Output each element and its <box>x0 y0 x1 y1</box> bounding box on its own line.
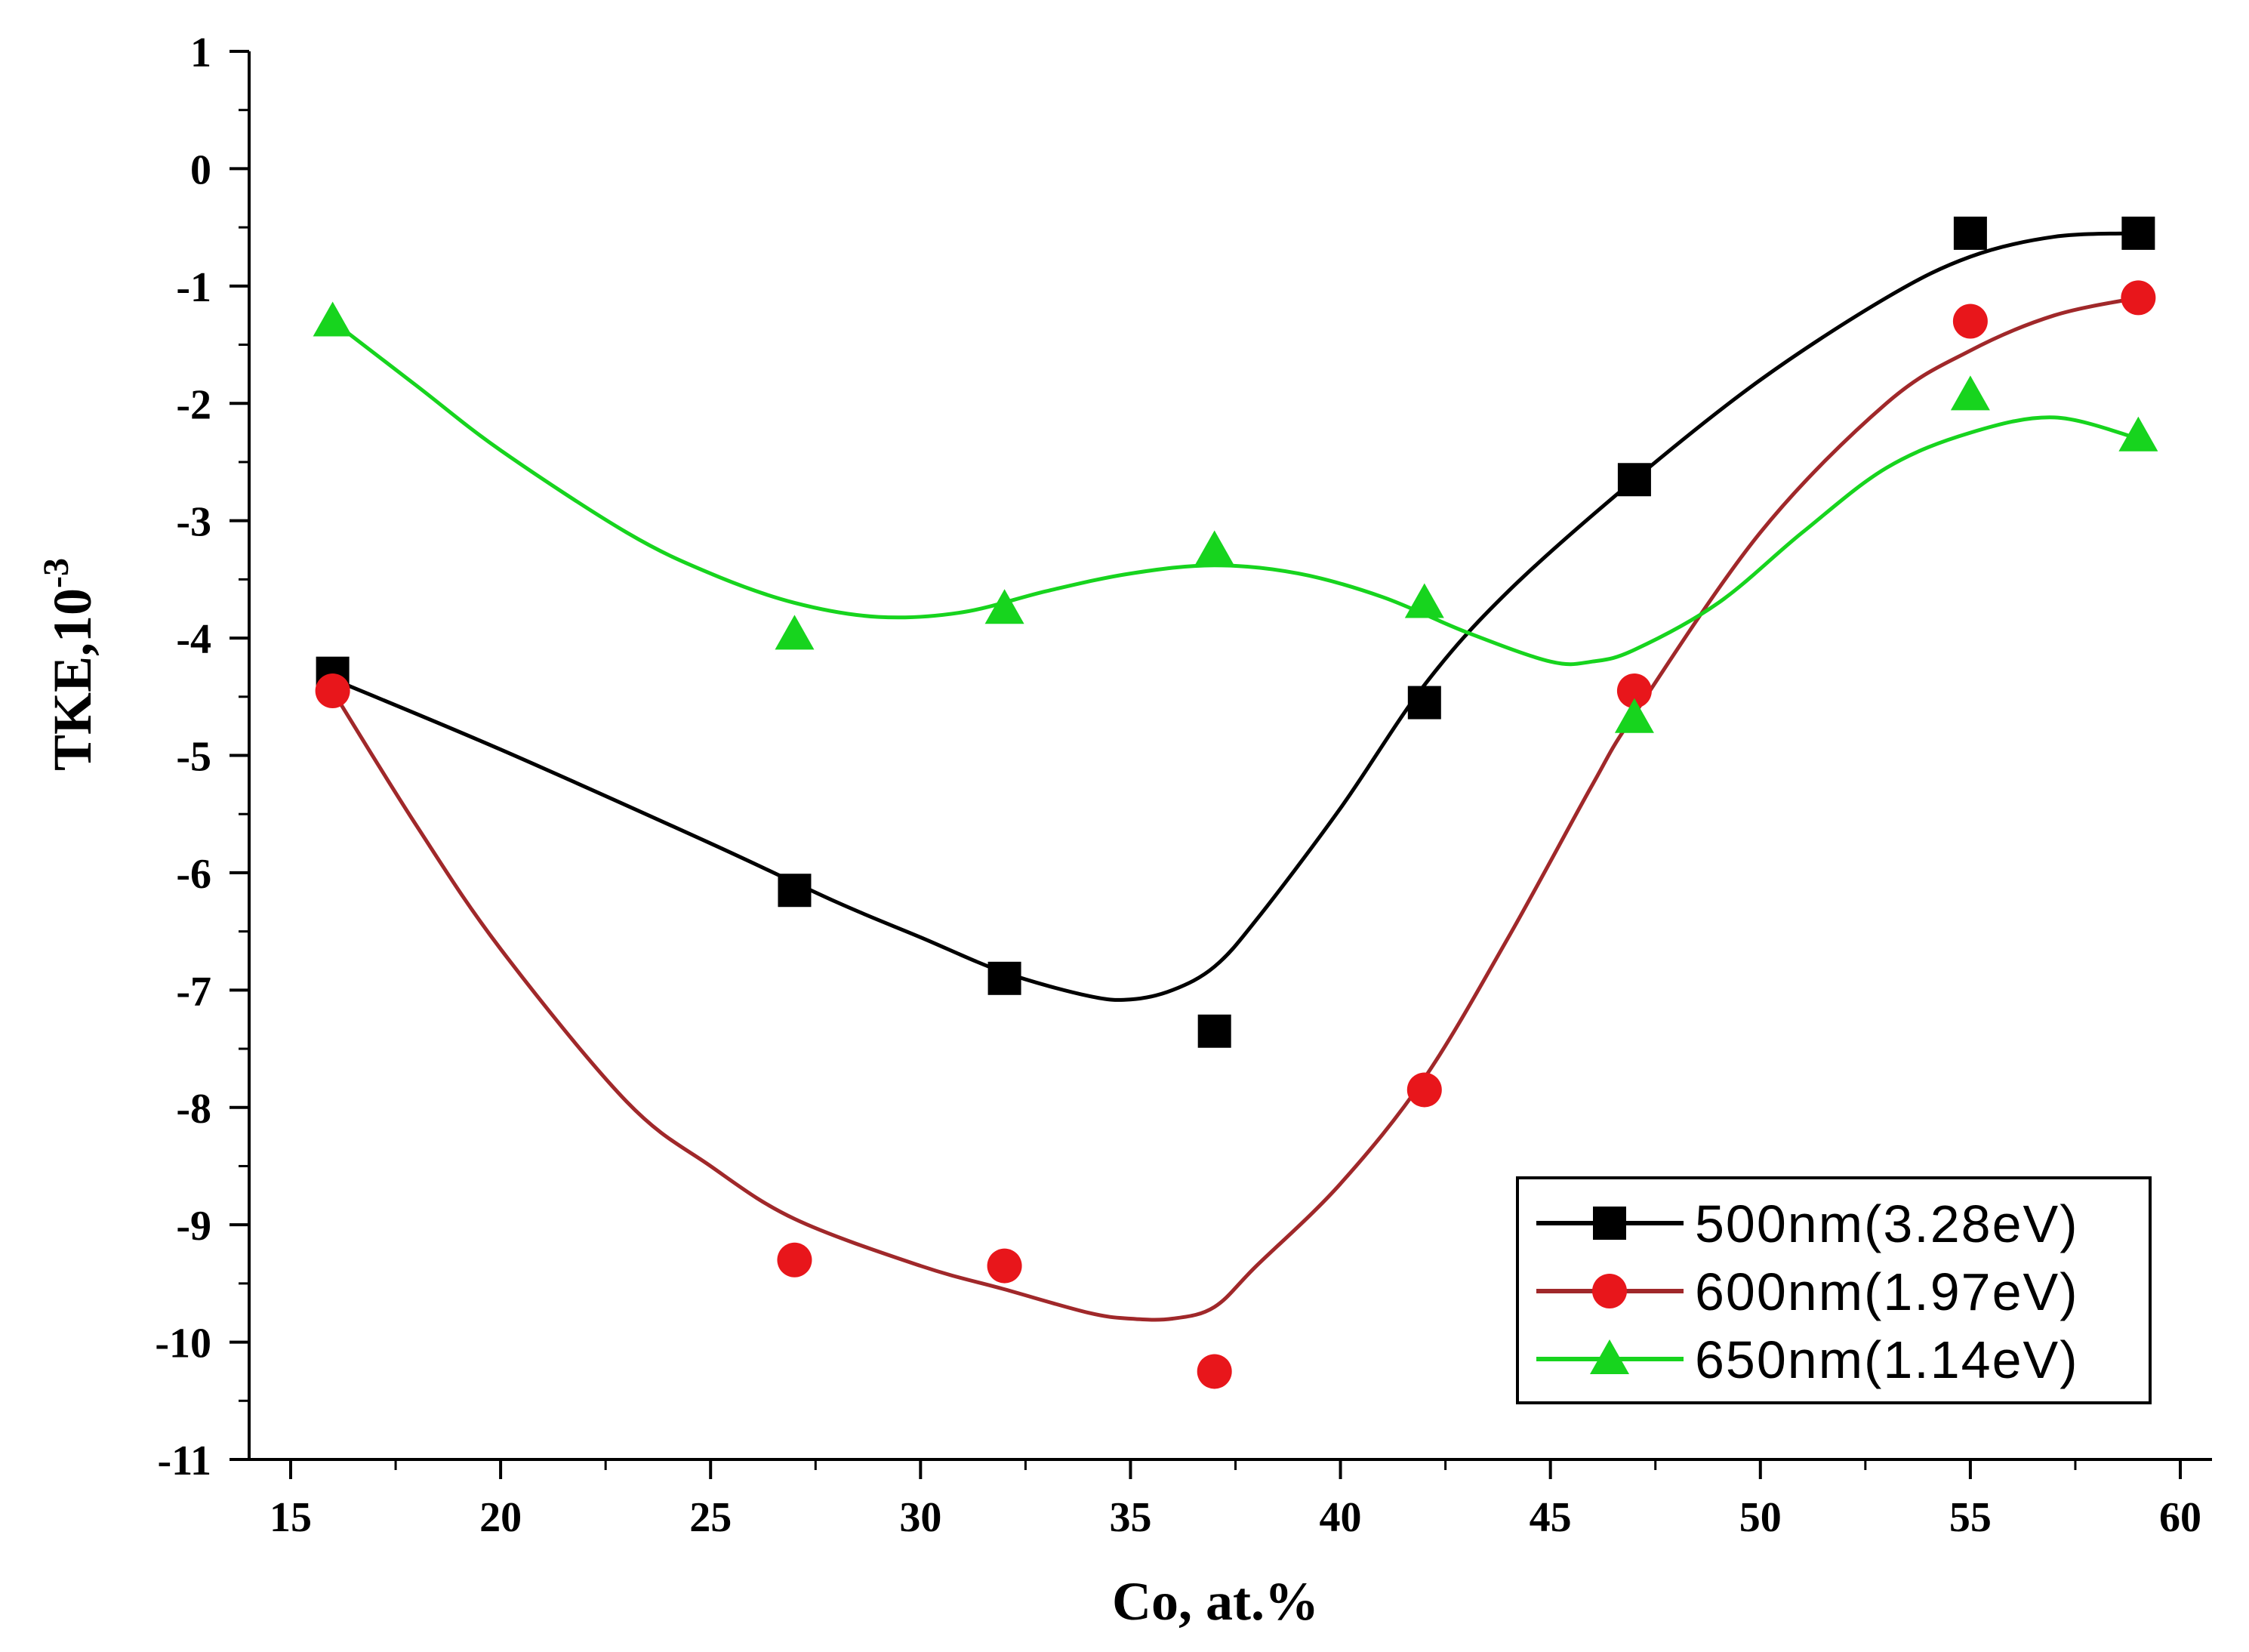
series-3-point <box>775 615 815 650</box>
series-1-legend-marker <box>1593 1207 1626 1240</box>
series-3-point <box>2118 416 2158 452</box>
series-3-point <box>1194 530 1234 566</box>
series-1-point <box>1407 686 1441 720</box>
y-axis-title-exponent: -3 <box>36 558 76 588</box>
x-tick-label: 15 <box>270 1494 312 1541</box>
x-tick-label: 20 <box>479 1494 522 1541</box>
y-axis-title-main: TKE,10 <box>42 588 103 771</box>
x-tick-label: 40 <box>1320 1494 1362 1541</box>
y-axis-title: TKE,10-3 <box>36 558 103 771</box>
y-axis-title-group: TKE,10-3 <box>36 558 103 771</box>
series-2-point <box>1616 673 1652 709</box>
tick-labels: 15 20 25 30 35 40 45 50 55 60 1 0 -1 -2 -3 -4 -5 -6 -7 -8 -9… <box>155 29 2201 1541</box>
series-1-point <box>2121 216 2155 250</box>
series-3-fit-line <box>331 319 2140 667</box>
y-tick-label: 0 <box>190 146 211 193</box>
x-tick-label: 50 <box>1739 1494 1782 1541</box>
y-tick-label: -8 <box>176 1086 211 1133</box>
x-tick-label: 30 <box>899 1494 941 1541</box>
y-tick-label: -5 <box>176 734 211 781</box>
series-1-legend-label: 500nm(3.28eV) <box>1695 1194 2079 1253</box>
series-2-legend-label: 600nm(1.97eV) <box>1695 1262 2079 1321</box>
x-tick-label: 55 <box>1949 1494 1992 1541</box>
series-1-point <box>1617 463 1651 497</box>
x-tick-label: 35 <box>1109 1494 1151 1541</box>
y-tick-label: 1 <box>190 29 211 76</box>
series-2-point <box>2121 280 2156 316</box>
y-tick-label: -9 <box>176 1203 211 1250</box>
y-tick-label: -7 <box>176 968 211 1015</box>
series-2-point <box>315 673 350 709</box>
legend: 500nm(3.28eV) 600nm(1.97eV) 650nm(1.14eV) <box>1516 1176 2152 1404</box>
series-2-point <box>1952 304 1988 339</box>
series-2-point <box>777 1242 812 1278</box>
series-3-point <box>313 301 353 337</box>
x-tick-label: 60 <box>2159 1494 2201 1541</box>
series-2-point <box>987 1248 1022 1284</box>
series-1-point <box>778 874 812 908</box>
series-3-point <box>984 589 1024 624</box>
y-tick-label: -3 <box>176 499 211 546</box>
series-3-legend-marker <box>1590 1339 1629 1374</box>
series-2-legend-marker <box>1592 1274 1627 1308</box>
series-1-point <box>1953 216 1987 250</box>
y-tick-label: -2 <box>176 381 211 428</box>
series-3-legend-label: 650nm(1.14eV) <box>1695 1330 2079 1389</box>
series-2-point <box>1406 1072 1442 1108</box>
x-tick-label: 25 <box>689 1494 732 1541</box>
y-tick-label: -11 <box>157 1438 211 1484</box>
y-tick-label: -6 <box>176 851 211 898</box>
series-3-point <box>1404 583 1444 618</box>
series-3-point <box>1614 698 1654 733</box>
series-1-point <box>1197 1014 1231 1048</box>
series-2-point <box>1197 1354 1232 1389</box>
series-2-fit-line <box>331 295 2139 1322</box>
y-tick-label: -10 <box>155 1321 211 1367</box>
series-3-point <box>1950 375 1990 411</box>
x-tick-label: 45 <box>1530 1494 1572 1541</box>
data-markers <box>313 216 2158 1389</box>
y-tick-label: -1 <box>176 264 211 311</box>
x-axis-title: Co, at.% <box>1112 1571 1319 1632</box>
axes <box>230 50 2212 1479</box>
series-1-point <box>987 961 1021 995</box>
y-tick-label: -4 <box>176 616 211 663</box>
